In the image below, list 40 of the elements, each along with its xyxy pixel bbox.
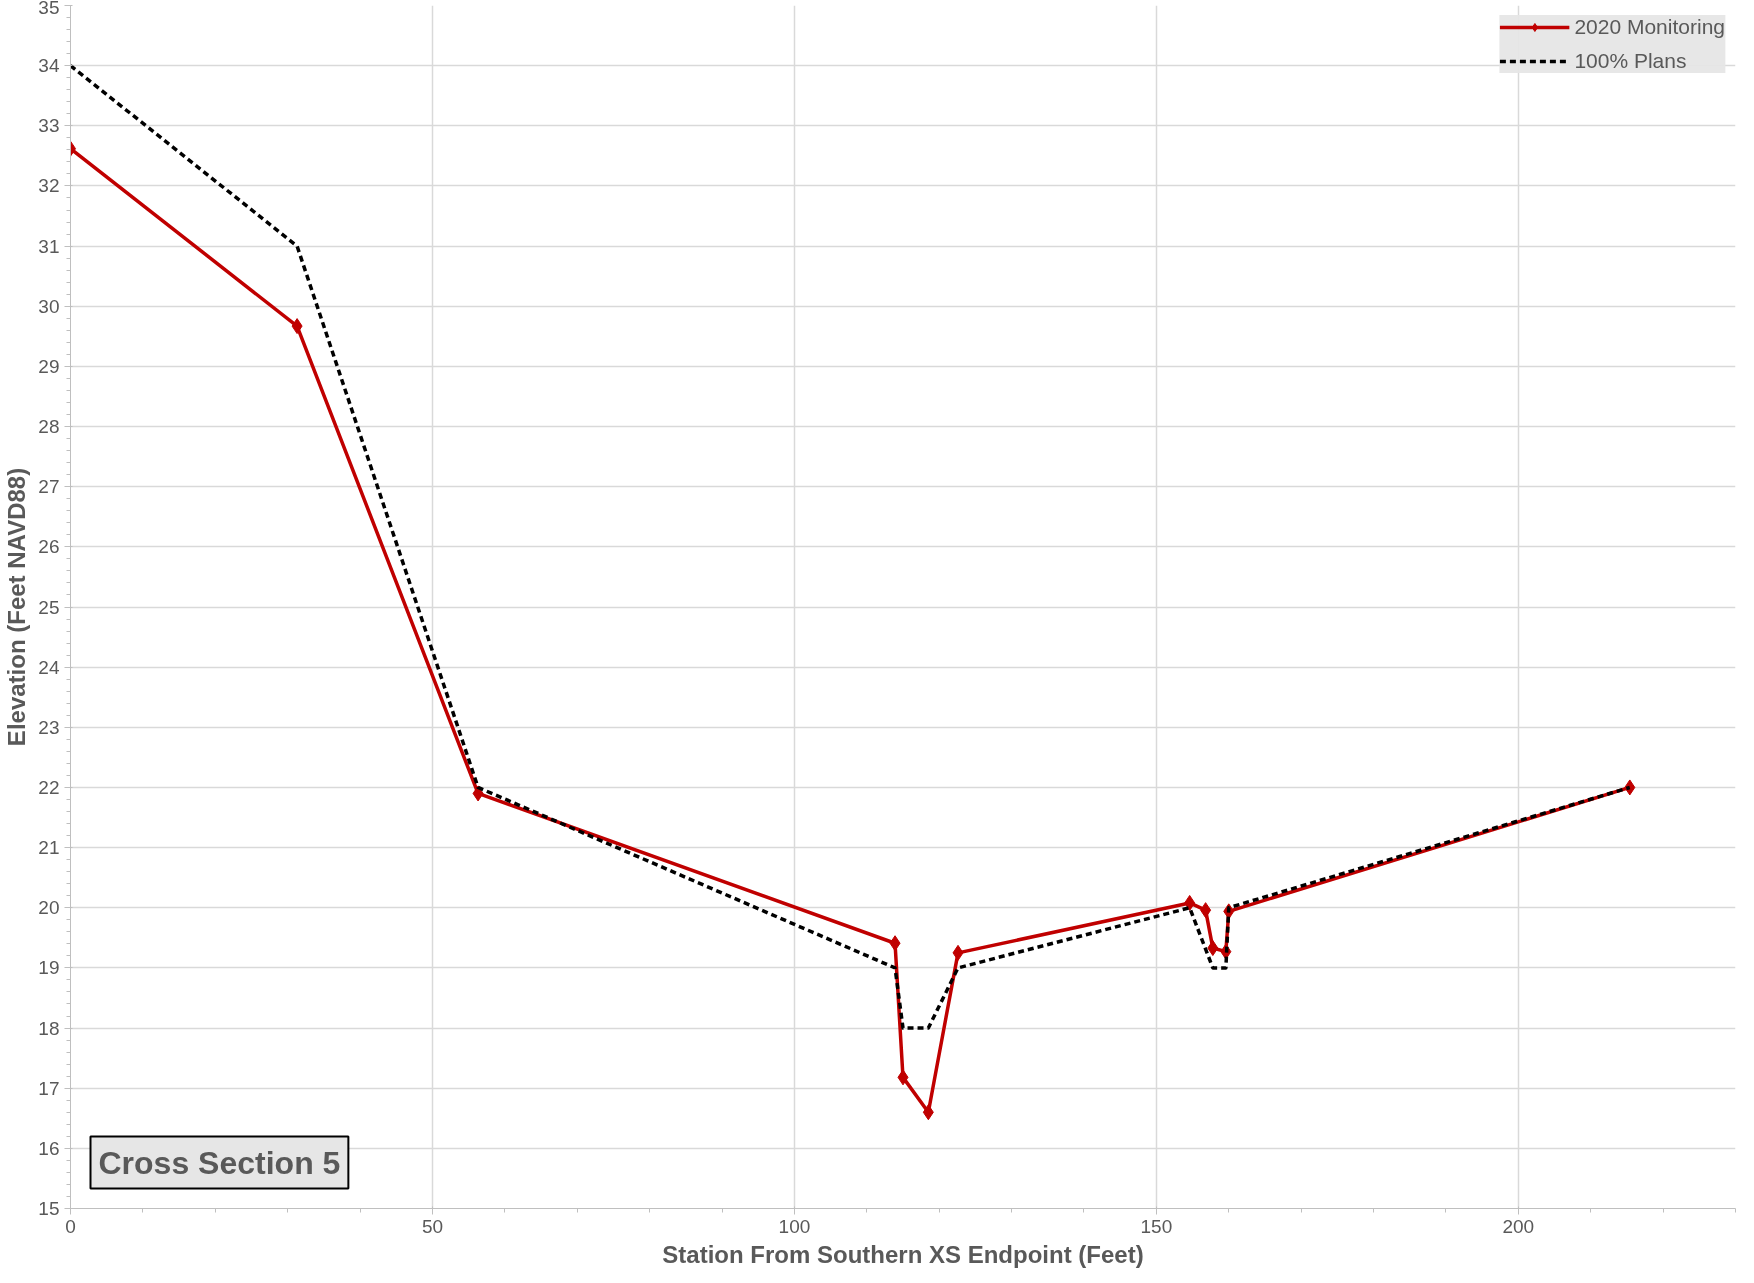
legend-label: 100% Plans: [1574, 49, 1687, 73]
point: [922, 1104, 934, 1121]
y-tick-label: 24: [38, 656, 60, 678]
legend-label: 2020 Monitoring: [1574, 15, 1725, 39]
point: [1200, 902, 1212, 919]
point: [952, 944, 964, 961]
y-tick-label: 33: [38, 115, 60, 137]
point: [1184, 894, 1196, 911]
x-tick-label: 0: [65, 1215, 76, 1237]
y-tick-label: 18: [38, 1017, 60, 1039]
y-tick-label: 28: [38, 416, 60, 438]
y-tick-label: 23: [38, 716, 60, 738]
y-tick-label: 21: [38, 837, 60, 859]
y-tick-label: 32: [38, 175, 60, 197]
y-tick-label: 29: [38, 355, 60, 377]
point: [889, 935, 901, 952]
y-tick-label: 26: [38, 536, 60, 558]
point: [1207, 940, 1219, 957]
y-tick-label: 31: [38, 235, 60, 257]
x-axis-title: Station From Southern XS Endpoint (Feet): [662, 1240, 1144, 1268]
x-tick-label: 200: [1502, 1215, 1535, 1237]
annotation: Cross Section 5: [98, 1144, 341, 1181]
point: [291, 318, 303, 335]
y-tick-label: 35: [38, 0, 60, 18]
x-tick-label: 100: [778, 1215, 811, 1237]
point: [897, 1069, 909, 1086]
y-tick-label: 27: [38, 476, 60, 498]
y-tick-label: 15: [38, 1198, 60, 1219]
y-tick-label: 22: [38, 776, 60, 798]
y-tick-label: 19: [38, 957, 60, 979]
y-tick-label: 20: [38, 897, 60, 919]
point: [472, 785, 484, 802]
x-tick-label: 50: [421, 1215, 444, 1237]
x-tick-label: 150: [1140, 1215, 1173, 1237]
y-tick-label: 34: [38, 55, 60, 77]
y-tick-label: 16: [38, 1137, 60, 1159]
y-tick-label: 17: [38, 1077, 60, 1099]
y-tick-label: 30: [38, 295, 60, 317]
y-tick-label: 25: [38, 596, 60, 618]
y-axis-title: Elevation (Feet NAVD88): [3, 467, 31, 747]
